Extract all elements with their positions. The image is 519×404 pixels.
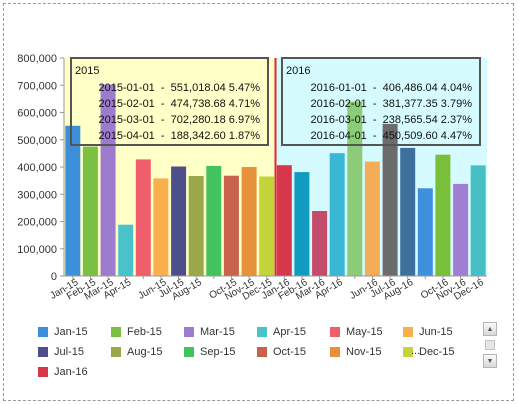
legend-more-indicator: ... [411, 345, 421, 357]
y-tick-label: 700,000 [17, 80, 57, 92]
legend-swatch [38, 347, 48, 357]
annotation-row: 2016-03-01 - 238,565.54 2.37% [311, 114, 473, 126]
legend-scroll-thumb[interactable] [485, 340, 495, 350]
legend-swatch [184, 327, 194, 337]
annotation-row: 2015-01-01 - 551,018.04 5.47% [99, 82, 261, 94]
legend-scroll-up-button[interactable]: ▲ [483, 322, 497, 336]
legend-label: Nov-15 [346, 346, 382, 358]
annotation-row: 2016-04-01 - 450,509.60 4.47% [311, 130, 473, 142]
legend-item-Sep-15[interactable]: Sep-15 [184, 344, 235, 360]
bar-Apr-15 [118, 224, 134, 276]
bar-Jun-15 [153, 178, 169, 276]
legend-swatch [38, 327, 48, 337]
legend-swatch [184, 347, 194, 357]
annotation-row: 2015-04-01 - 188,342.60 1.87% [99, 130, 261, 142]
legend-item-Aug-15[interactable]: Aug-15 [111, 344, 162, 360]
annotation-border [70, 57, 269, 146]
bar-Jul-15 [171, 166, 187, 276]
legend-scrollbar[interactable]: ▲ ▼ [483, 322, 497, 368]
bar-Dec-15 [259, 176, 275, 276]
legend: Jan-15 Feb-15 Mar-15 Apr-15 May-15 Jun-15 Jul-… [38, 324, 478, 378]
legend-swatch [403, 327, 413, 337]
bar-Apr-16 [329, 153, 345, 276]
bar-Jan-16 [276, 165, 292, 276]
bar-May-15 [135, 159, 151, 276]
legend-swatch [111, 347, 121, 357]
y-tick-label: 400,000 [17, 162, 57, 174]
bar-Jan-15 [65, 125, 81, 276]
legend-item-Mar-15[interactable]: Mar-15 [184, 324, 235, 340]
bar-Nov-16 [453, 183, 469, 276]
legend-label: Jan-16 [54, 366, 88, 378]
legend-label: Jul-15 [54, 346, 84, 358]
annotation-row: 2016-01-01 - 406,486.04 4.04% [311, 82, 473, 94]
legend-item-Jan-15[interactable]: Jan-15 [38, 324, 88, 340]
legend-item-May-15[interactable]: May-15 [330, 324, 383, 340]
legend-label: Aug-15 [127, 346, 163, 358]
legend-item-Nov-15[interactable]: Nov-15 [330, 344, 381, 360]
plot-background-2015 [64, 58, 276, 276]
legend-swatch [403, 347, 413, 357]
arrow-down-icon: ▼ [486, 357, 494, 365]
bar-May-16 [347, 101, 363, 276]
bar-Oct-16 [435, 154, 451, 276]
legend-label: Jun-15 [419, 326, 453, 338]
legend-label: May-15 [346, 326, 383, 338]
bar-Aug-16 [400, 147, 416, 276]
bar-Sep-15 [206, 165, 222, 276]
legend-item-Jul-15[interactable]: Jul-15 [38, 344, 84, 360]
legend-swatch [257, 327, 267, 337]
annotation-row: 2015-03-01 - 702,280.18 6.97% [99, 114, 261, 126]
legend-label: Dec-15 [419, 346, 455, 358]
annotation-title: 2015 [75, 65, 99, 77]
legend-swatch [111, 327, 121, 337]
legend-label: Apr-15 [273, 326, 307, 338]
legend-swatch [330, 347, 340, 357]
legend-item-Dec-15[interactable]: Dec-15 [403, 344, 454, 360]
bar-Mar-15 [100, 84, 116, 276]
legend-swatch [38, 367, 48, 377]
y-tick-label: 800,000 [17, 53, 57, 65]
bar-Oct-15 [223, 175, 239, 276]
legend-label: Feb-15 [127, 326, 162, 338]
annotation-border [281, 57, 481, 146]
y-tick-label: 600,000 [17, 108, 57, 120]
legend-label: Jan-15 [54, 326, 88, 338]
bar-Mar-16 [312, 211, 328, 276]
bar-Nov-15 [241, 167, 257, 276]
legend-label: Mar-15 [200, 326, 235, 338]
legend-label: Sep-15 [200, 346, 236, 358]
bar-Sep-16 [417, 188, 433, 276]
annotation-row: 2015-02-01 - 474,738.68 4.71% [99, 98, 261, 110]
legend-item-Jun-15[interactable]: Jun-15 [403, 324, 453, 340]
plot-background-2016 [275, 58, 487, 276]
legend-scroll-down-button[interactable]: ▼ [483, 354, 497, 368]
bar-Jul-16 [382, 123, 398, 277]
bar-Aug-15 [188, 176, 204, 276]
legend-swatch [257, 347, 267, 357]
y-tick-label: 300,000 [17, 189, 57, 201]
bar-Dec-16 [470, 165, 486, 276]
annotation-title: 2016 [286, 65, 310, 77]
chart-frame [3, 3, 514, 401]
bar-Feb-15 [82, 146, 98, 276]
legend-item-Feb-15[interactable]: Feb-15 [111, 324, 162, 340]
y-tick-label: 100,000 [17, 244, 57, 256]
annotation-row: 2016-02-01 - 381,377.35 3.79% [311, 98, 473, 110]
legend-swatch [330, 327, 340, 337]
legend-item-Oct-15[interactable]: Oct-15 [257, 344, 306, 360]
legend-label: Oct-15 [273, 346, 307, 358]
legend-item-Jan-16[interactable]: Jan-16 [38, 364, 88, 380]
bar-Jun-16 [364, 161, 380, 276]
y-tick-label: 200,000 [17, 217, 57, 229]
y-tick-label: 0 [51, 271, 57, 283]
legend-item-Apr-15[interactable]: Apr-15 [257, 324, 306, 340]
y-tick-label: 500,000 [17, 135, 57, 147]
bar-Feb-16 [294, 172, 310, 276]
arrow-up-icon: ▲ [486, 325, 494, 333]
